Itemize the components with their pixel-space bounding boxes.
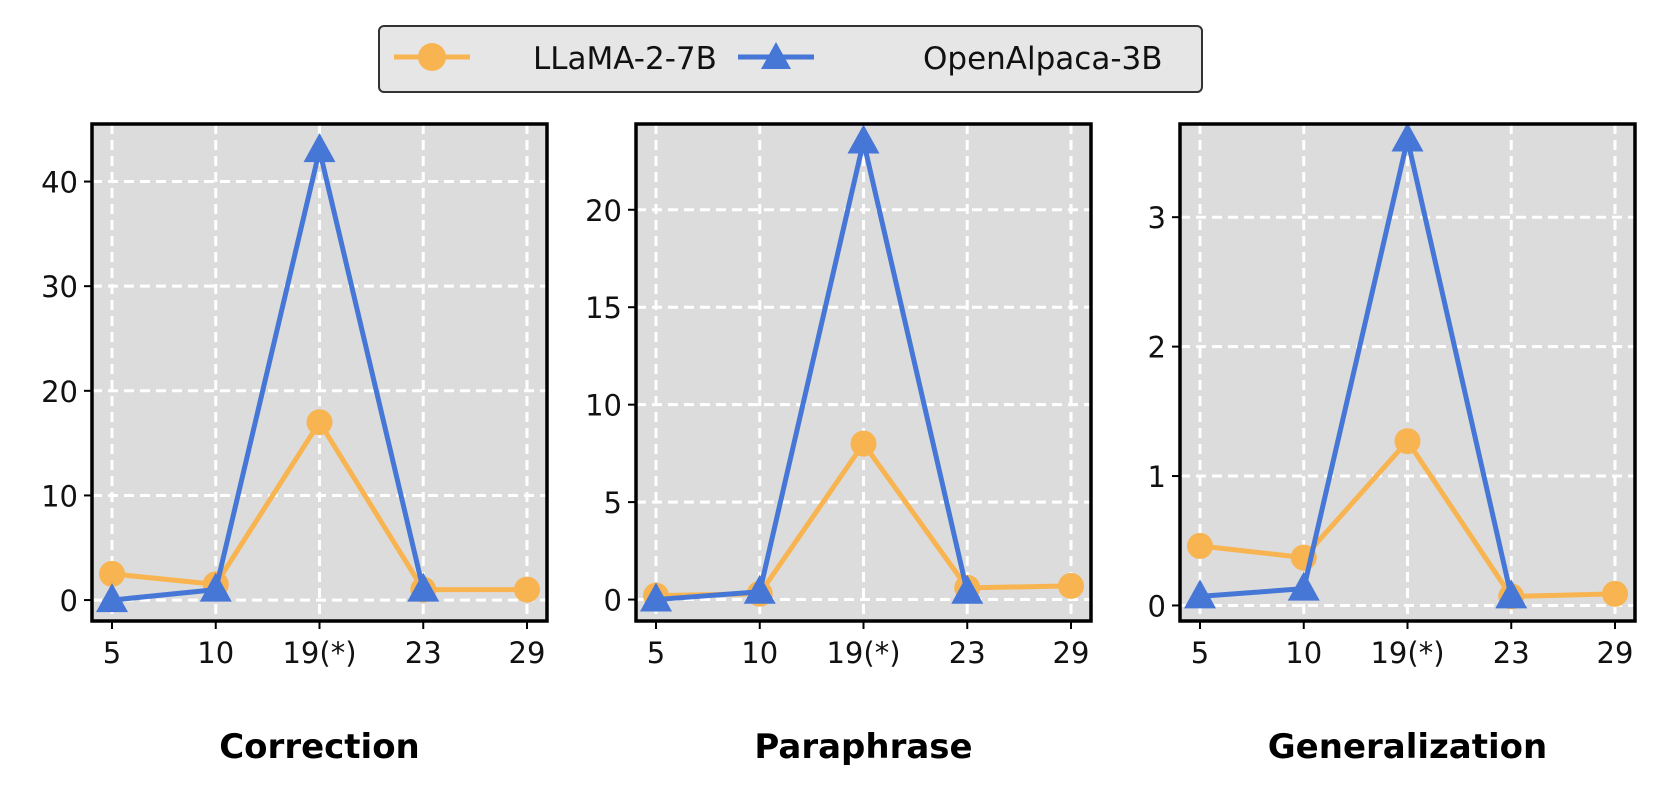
- data-point: [1287, 571, 1320, 601]
- x-tick-label: 5: [647, 636, 665, 670]
- legend-label-llama: LLaMA-2-7B: [533, 41, 717, 77]
- x-tick-label: 10: [1285, 636, 1322, 670]
- y-tick-label: 30: [41, 270, 78, 304]
- data-point: [96, 583, 128, 613]
- y-tick-label: 0: [1148, 589, 1166, 623]
- data-point: [743, 574, 776, 604]
- data-point: [1391, 122, 1424, 152]
- y-tick-label: 3: [1148, 201, 1166, 235]
- data-point: [1602, 580, 1628, 607]
- x-tick-label: 29: [509, 636, 546, 670]
- x-tick-label: 23: [405, 636, 442, 670]
- data-point: [1184, 579, 1216, 609]
- data-point: [847, 124, 880, 154]
- data-point: [1187, 532, 1213, 559]
- data-point: [306, 409, 333, 436]
- y-tick-label: 0: [604, 584, 622, 618]
- x-tick-label: 29: [1597, 636, 1634, 670]
- y-tick-label: 10: [585, 389, 622, 423]
- data-point: [199, 572, 232, 602]
- chart-title: Correction: [219, 727, 420, 767]
- chart-title: Paraphrase: [754, 727, 972, 767]
- x-tick-label: 19(*): [1370, 636, 1444, 670]
- data-point: [303, 133, 336, 163]
- chart-title: Generalization: [1268, 727, 1547, 767]
- data-point: [1495, 579, 1528, 609]
- data-point: [951, 574, 984, 604]
- data-point: [1394, 428, 1421, 455]
- x-tick-label: 10: [197, 636, 234, 670]
- x-tick-label: 19(*): [826, 636, 900, 670]
- y-tick-label: 20: [41, 375, 78, 409]
- legend-swatches: [394, 42, 814, 71]
- y-tick-label: 0: [60, 584, 78, 618]
- data-point: [99, 560, 125, 587]
- legend-label-openalpaca: OpenAlpaca-3B: [923, 41, 1163, 77]
- y-tick-label: 40: [41, 166, 78, 200]
- legend-openalpaca-swatch: [738, 42, 814, 69]
- legend-llama-swatch: [394, 43, 470, 71]
- x-tick-label: 29: [1053, 636, 1090, 670]
- data-point: [1058, 572, 1084, 599]
- series-line: [111, 147, 426, 603]
- x-tick-label: 5: [103, 636, 121, 670]
- data-point: [514, 576, 540, 603]
- y-tick-label: 10: [41, 479, 78, 513]
- x-tick-label: 19(*): [282, 636, 356, 670]
- x-tick-label: 23: [949, 636, 986, 670]
- y-tick-label: 20: [585, 194, 622, 228]
- legend: LLaMA-2-7B OpenAlpaca-3B: [378, 25, 1203, 93]
- data-point: [850, 430, 877, 457]
- x-tick-label: 5: [1191, 636, 1209, 670]
- series-line: [1199, 137, 1514, 599]
- x-tick-label: 10: [741, 636, 778, 670]
- y-tick-label: 2: [1148, 331, 1166, 365]
- y-tick-label: 1: [1148, 460, 1166, 494]
- series-line: [655, 139, 970, 603]
- y-tick-label: 5: [604, 486, 622, 520]
- chart-correction: 0 10 20 30 40 5 10 19(*) 23 29 Correction: [41, 122, 549, 767]
- x-tick-label: 23: [1493, 636, 1530, 670]
- y-tick-label: 15: [585, 291, 622, 325]
- data-point: [407, 572, 440, 602]
- data-point: [640, 582, 672, 612]
